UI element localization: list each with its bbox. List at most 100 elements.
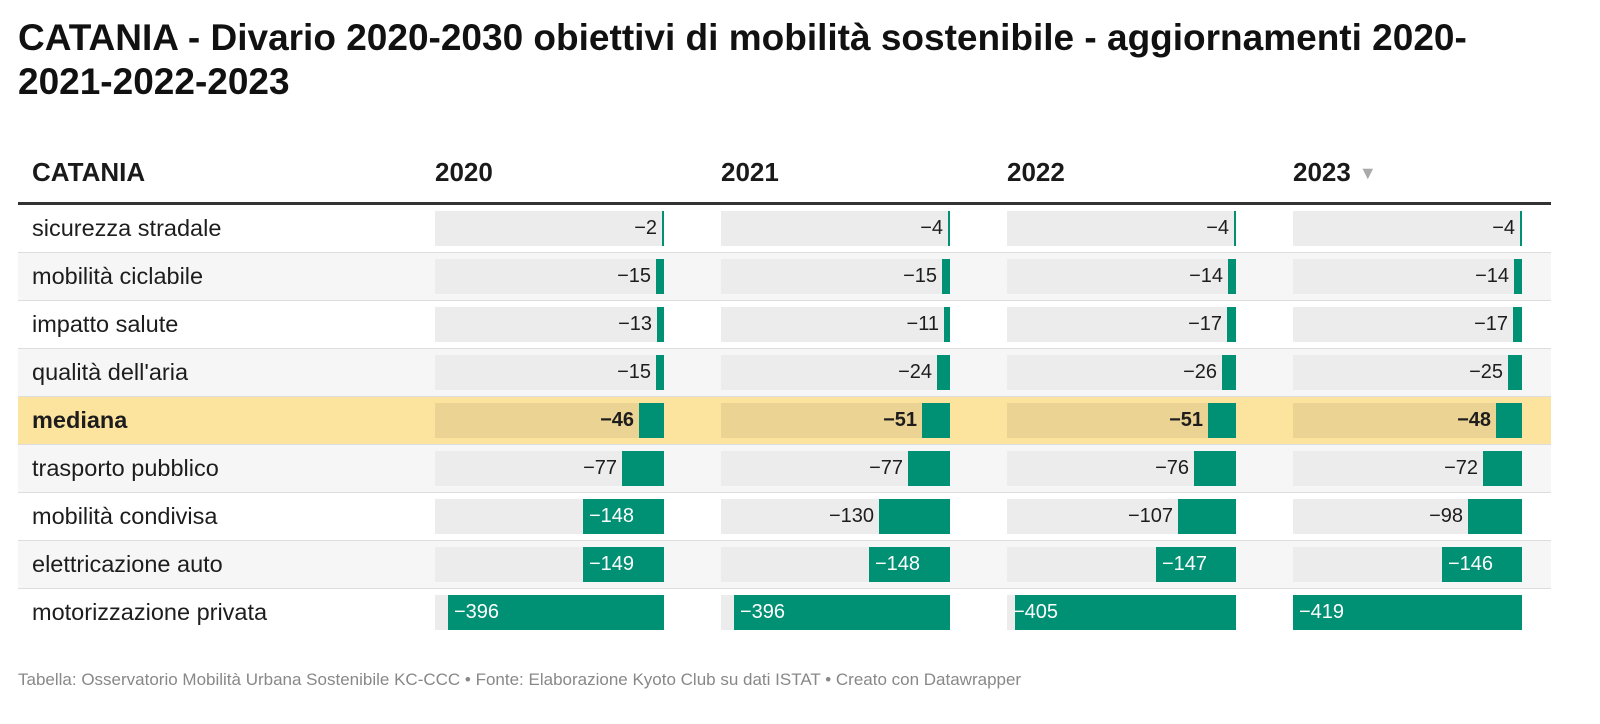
data-label: −48: [1457, 409, 1491, 431]
bar-cell: −4: [721, 211, 950, 246]
bar: [734, 595, 950, 630]
bar-cell: −48: [1293, 403, 1522, 438]
footer-source: Tabella: Osservatorio Mobilità Urbana So…: [18, 670, 1022, 689]
header-year-2020[interactable]: 2020: [435, 157, 493, 187]
bar-cell: −76: [1007, 451, 1236, 486]
data-label: −107: [1127, 505, 1173, 527]
bar: [583, 547, 664, 582]
header-year-2021[interactable]: 2021: [721, 157, 779, 187]
row-label: mediana: [32, 407, 128, 433]
data-label: −148: [875, 553, 921, 575]
bar: [656, 355, 664, 390]
bar: [657, 307, 664, 342]
data-label: −15: [903, 265, 937, 287]
bar-cell: −26: [1007, 355, 1236, 390]
bar-cell: −148: [721, 547, 950, 582]
bar-cell: −146: [1293, 547, 1522, 582]
bar-cell: −25: [1293, 355, 1522, 390]
data-label: −17: [1188, 313, 1222, 335]
bar: [1496, 403, 1522, 438]
bar: [1520, 211, 1522, 246]
bar-cell: −17: [1007, 307, 1236, 342]
data-label: −76: [1155, 457, 1189, 479]
bar-cell: −51: [721, 403, 950, 438]
bar-cell: −130: [721, 499, 950, 534]
bar: [1208, 403, 1236, 438]
bar-cell: −2: [435, 211, 664, 246]
bar-cell: −77: [435, 451, 664, 486]
bar: [1222, 355, 1236, 390]
header-year-2022[interactable]: 2022: [1007, 157, 1065, 187]
bar-cell: −46: [435, 403, 664, 438]
bar-cell: −11: [721, 307, 950, 342]
bar-cell: −147: [1007, 547, 1236, 582]
data-label: −14: [1189, 265, 1223, 287]
header-year-label: 2020: [435, 157, 493, 187]
sort-descending-icon[interactable]: ▼: [1358, 163, 1377, 183]
bar: [656, 259, 664, 294]
table-row: sicurezza stradale −2 −4 −4 −4: [18, 205, 1551, 253]
bar: [662, 211, 664, 246]
bar: [1468, 499, 1522, 534]
data-label: −4: [920, 217, 943, 239]
bar-cell: −396: [435, 595, 664, 630]
header-year-label: 2023: [1293, 157, 1351, 187]
row-label: mobilità condivisa: [32, 503, 218, 529]
data-label: −15: [617, 361, 651, 383]
bar: [448, 595, 664, 630]
bar-cell: −13: [435, 307, 664, 342]
data-label: −419: [1299, 601, 1345, 623]
data-label: −51: [883, 409, 917, 431]
bar: [879, 499, 950, 534]
table-header: CATANIA 2020 2021 2022 2023 ▼: [18, 140, 1551, 205]
bar: [1508, 355, 1522, 390]
header-year-label: 2021: [721, 157, 779, 187]
table-row: elettricazione auto −149 −148 −147 −146: [18, 541, 1551, 589]
bar-cell: −419: [1293, 595, 1522, 630]
header-year-2023[interactable]: 2023 ▼: [1293, 157, 1377, 190]
row-label: qualità dell'aria: [32, 359, 189, 385]
bar: [1513, 307, 1522, 342]
bar: [1483, 451, 1522, 486]
bar: [1293, 595, 1522, 630]
bar: [1194, 451, 1236, 486]
bar: [869, 547, 950, 582]
bar-cell: −405: [1007, 595, 1236, 630]
data-label: −46: [600, 409, 634, 431]
chart-title: CATANIA - Divario 2020-2030 obiettivi di…: [18, 17, 1467, 102]
bar-cell: −51: [1007, 403, 1236, 438]
row-label: motorizzazione privata: [32, 599, 268, 625]
bar: [1015, 595, 1236, 630]
data-label: −4: [1206, 217, 1229, 239]
data-label: −17: [1474, 313, 1508, 335]
bar: [583, 499, 664, 534]
bar-cell: −15: [721, 259, 950, 294]
bar: [1514, 259, 1522, 294]
bar: [942, 259, 950, 294]
data-label: −51: [1169, 409, 1203, 431]
data-label: −72: [1444, 457, 1478, 479]
bar-cell: −396: [721, 595, 950, 630]
data-label: −2: [634, 217, 657, 239]
bar: [622, 451, 664, 486]
bar: [944, 307, 950, 342]
table-row: trasporto pubblico −77 −77 −76 −72: [18, 445, 1551, 493]
data-label: −146: [1448, 553, 1494, 575]
data-label: −147: [1162, 553, 1208, 575]
data-label: −24: [898, 361, 932, 383]
table-row: mediana −46 −51 −51 −48: [18, 397, 1551, 445]
data-label: −14: [1475, 265, 1509, 287]
bar-cell: −98: [1293, 499, 1522, 534]
bar: [639, 403, 664, 438]
bar-cell: −107: [1007, 499, 1236, 534]
table-row: mobilità ciclabile −15 −15 −14 −14: [18, 253, 1551, 301]
bar-cell: −15: [435, 259, 664, 294]
table-body: sicurezza stradale −2 −4 −4 −4 mobilità cicla…: [18, 205, 1551, 636]
data-label: −396: [454, 601, 500, 623]
data-label: −25: [1469, 361, 1503, 383]
data-label: −13: [618, 313, 652, 335]
bar: [1178, 499, 1236, 534]
bar: [908, 451, 950, 486]
header-year-label: 2022: [1007, 157, 1065, 187]
data-label: −396: [740, 601, 786, 623]
